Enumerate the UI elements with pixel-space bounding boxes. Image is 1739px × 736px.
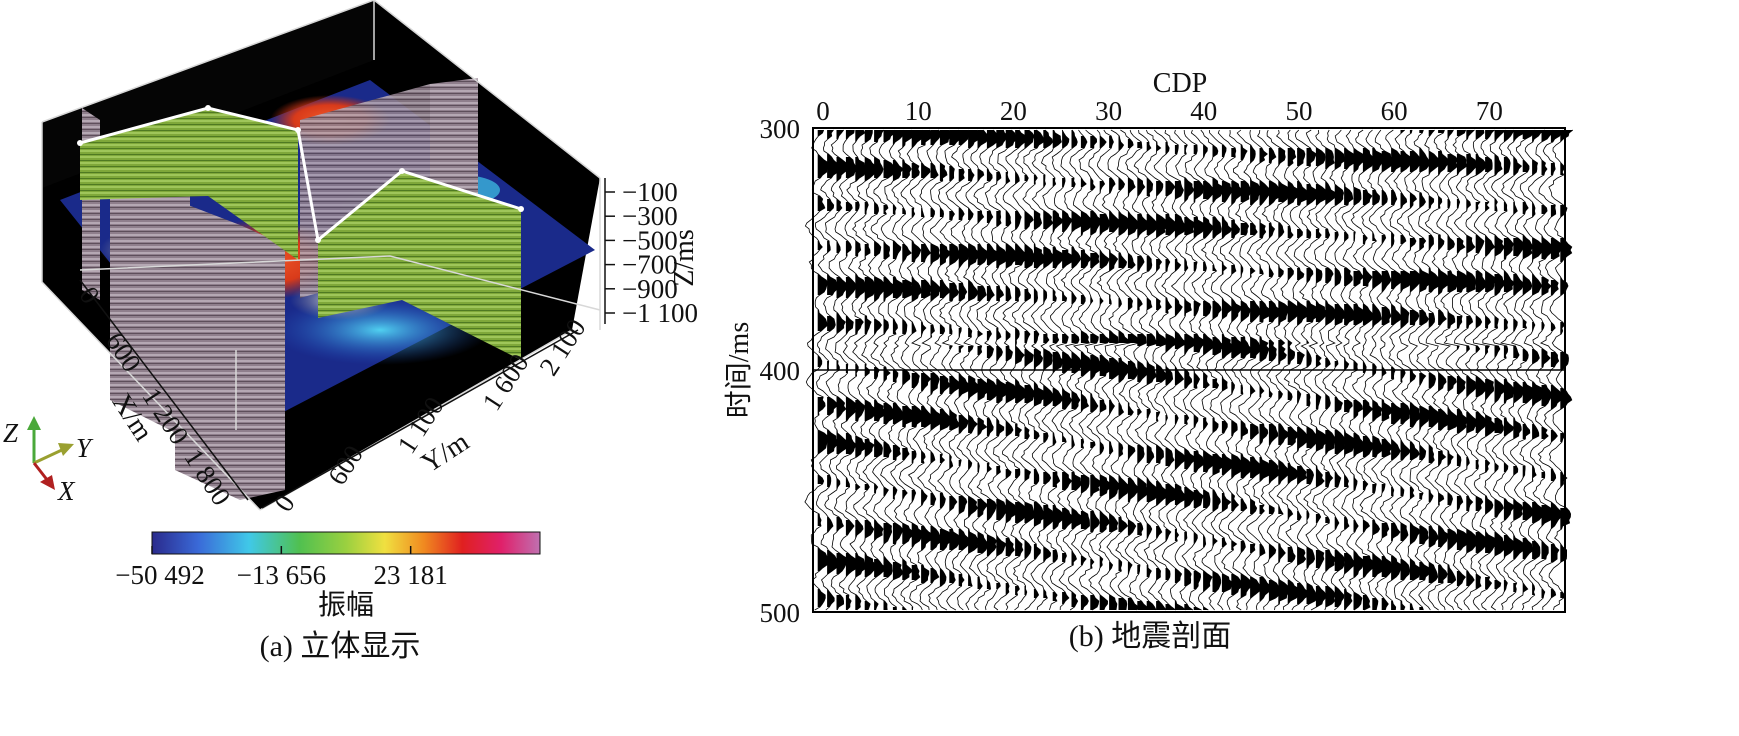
z-axis-title: Z/ms <box>669 229 700 287</box>
seismic-trace-fill <box>1447 130 1460 583</box>
seismic-trace-fill <box>1409 130 1423 610</box>
gizmo-x-label: X <box>57 476 76 506</box>
seismic-trace-fill <box>921 130 934 610</box>
seismic-trace-fill <box>968 130 981 586</box>
seismic-trace-fill <box>1259 148 1273 601</box>
z-tick-label: −300 <box>622 201 678 231</box>
seismic-trace-fill <box>845 130 858 610</box>
seismic-trace-fill <box>1475 130 1488 589</box>
seismic-trace-fill <box>1015 130 1027 595</box>
seismic-trace-fill <box>1193 145 1206 610</box>
cdp-tick-label: 60 <box>1381 96 1408 126</box>
cdp-tick-label: 40 <box>1190 96 1217 126</box>
seismic-trace-fill <box>883 130 896 610</box>
time-tick-label: 300 <box>760 114 801 144</box>
section-frame <box>812 127 1566 613</box>
panel-b: CDP 0 10 20 30 40 50 60 70 时间/ms 300 400 500 (b) … <box>723 68 1574 653</box>
seismic-trace-fill <box>1456 130 1470 586</box>
seismic-trace-fill <box>1033 130 1046 598</box>
time-axis-ticks: 300 400 500 <box>760 114 801 628</box>
seismic-trace-fill <box>1137 142 1150 610</box>
seismic-trace-fill <box>1005 130 1018 595</box>
seismic-trace-fill <box>1353 148 1366 610</box>
seismic-trace-fill <box>1127 139 1141 610</box>
z-tick-label: −900 <box>622 274 678 304</box>
seismic-trace-fill <box>1550 130 1563 598</box>
seismic-trace-fill <box>1109 136 1120 610</box>
seismic-trace-fill <box>1174 145 1188 610</box>
cdp-tick-label: 50 <box>1285 96 1312 126</box>
colorbar-tick-label: −50 492 <box>115 560 204 590</box>
z-tick-label: −500 <box>622 225 678 255</box>
seismic-trace-fill <box>864 130 878 610</box>
seismic-trace-fill <box>1485 130 1497 589</box>
time-axis: 时间/ms 300 400 500 <box>723 114 800 628</box>
cdp-axis: CDP 0 10 20 30 40 50 60 70 <box>816 68 1503 126</box>
seismic-trace-fill <box>1221 145 1234 610</box>
cdp-axis-ticks: 0 10 20 30 40 50 60 70 <box>816 96 1503 126</box>
colorbar-ticks: −50 492 −13 656 23 181 <box>115 546 448 590</box>
colorbar-tick-label: −13 656 <box>237 560 326 590</box>
seismic-trace-fill <box>977 130 990 589</box>
seismic-trace-fill <box>1043 130 1055 598</box>
cdp-axis-title: CDP <box>1153 68 1207 99</box>
seismic-trace-fill <box>1334 148 1348 607</box>
orientation-gizmo: Z Y X <box>3 416 94 506</box>
seismic-trace-fill <box>892 130 906 610</box>
colorbar-title: 振幅 <box>318 589 374 621</box>
seismic-trace-fill <box>874 130 887 610</box>
seismic-trace-fill <box>1419 130 1432 610</box>
z-axis-ticks: −100−300−500−700−900−1 100 <box>605 177 698 328</box>
seismic-trace-fill <box>1165 142 1178 610</box>
seismic-trace-fill <box>1052 130 1065 601</box>
seismic-trace-fill <box>1212 145 1225 610</box>
seismic-trace-fill <box>1287 148 1300 604</box>
seismic-trace-fill <box>1099 136 1112 610</box>
seismic-traces <box>804 129 1574 611</box>
seismic-trace-fill <box>1541 130 1554 598</box>
colorbar-gradient <box>151 531 541 555</box>
cdp-tick-label: 10 <box>905 96 932 126</box>
z-tick-label: −1 100 <box>622 298 698 328</box>
seismic-trace-fill <box>1071 130 1083 607</box>
seismic-trace-fill <box>902 130 915 610</box>
time-axis-title: 时间/ms <box>723 322 755 418</box>
cdp-tick-label: 20 <box>1000 96 1027 126</box>
seismic-trace-fill <box>1203 145 1216 610</box>
seismic-trace-fill <box>1466 130 1479 586</box>
seismic-trace-fill <box>1513 130 1525 592</box>
z-tick-label: −100 <box>622 177 678 207</box>
time-tick-label: 500 <box>760 598 801 628</box>
seismic-trace-fill <box>1381 151 1395 610</box>
box-edges <box>41 0 601 511</box>
z-axis: −100−300−500−700−900−1 100 Z/ms <box>604 177 700 328</box>
crossline-slices <box>77 105 524 360</box>
caption-b: (b) 地震剖面 <box>1069 620 1231 653</box>
seismic-trace-fill <box>836 130 850 610</box>
colorbar-tick-label: 23 181 <box>374 560 448 590</box>
seismic-trace-fill <box>1062 130 1075 604</box>
seismic-trace-fill <box>1315 148 1329 607</box>
seismic-trace-fill <box>1297 148 1310 604</box>
seismic-trace-fill <box>1118 136 1131 610</box>
seismic-trace-fill <box>996 130 1009 589</box>
gizmo-z-label: Z <box>3 418 19 448</box>
seismic-trace-fill <box>1522 130 1536 595</box>
cdp-tick-label: 70 <box>1476 96 1503 126</box>
time-tick-label: 400 <box>760 356 801 386</box>
seismic-trace-fill <box>855 130 868 610</box>
seismic-trace-fill <box>1503 130 1517 592</box>
seismic-trace-fill <box>1344 148 1357 610</box>
z-tick-label: −700 <box>622 250 678 280</box>
colorbar: −50 492 −13 656 23 181 振幅 <box>115 531 541 621</box>
cdp-tick-label: 30 <box>1095 96 1122 126</box>
seismic-trace-fill <box>1090 136 1103 610</box>
cdp-tick-label: 0 <box>816 96 830 126</box>
gizmo-y-label: Y <box>76 433 94 463</box>
caption-a: (a) 立体显示 <box>260 630 421 663</box>
seismic-trace-fill <box>930 130 943 583</box>
seismic-trace-fill <box>1494 130 1507 589</box>
